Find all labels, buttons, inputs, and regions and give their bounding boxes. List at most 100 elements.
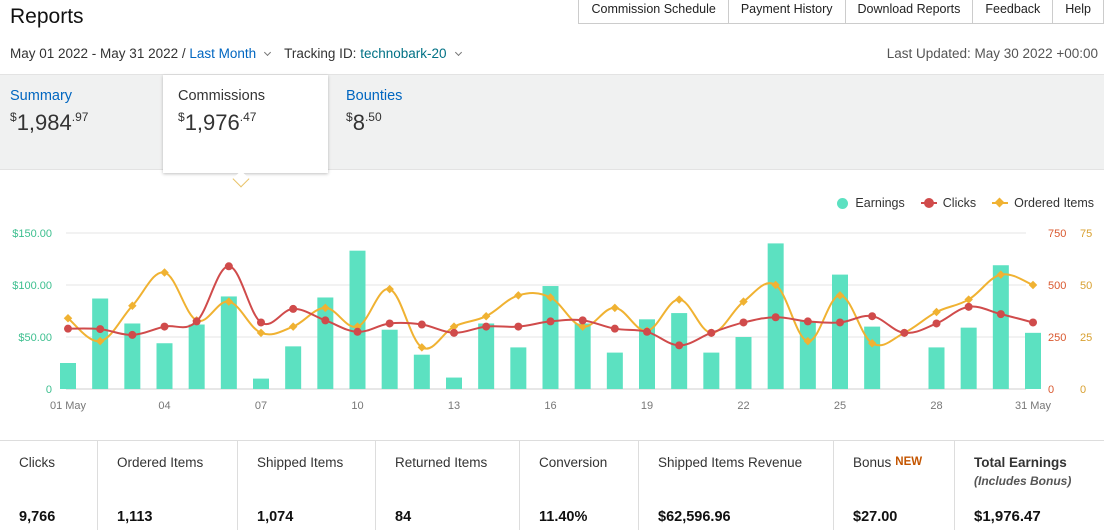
- stat-value: 9,766: [19, 509, 56, 525]
- tracking-id-dropdown[interactable]: technobark-20: [360, 46, 447, 61]
- earnings-bar: [381, 329, 398, 389]
- earnings-bar: [992, 265, 1009, 389]
- y-right-items-tick-label: 25: [1080, 332, 1092, 344]
- earnings-bar: [864, 326, 881, 389]
- nav-commission-schedule[interactable]: Commission Schedule: [578, 0, 729, 24]
- earnings-bar: [735, 337, 752, 389]
- x-tick-label: 22: [737, 400, 749, 412]
- clicks-point: [771, 313, 780, 322]
- earnings-bar: [960, 327, 977, 389]
- x-tick-label: 25: [834, 400, 846, 412]
- earnings-bar: [253, 378, 269, 389]
- nav-payment-history[interactable]: Payment History: [727, 0, 846, 24]
- clicks-point: [868, 312, 877, 321]
- earnings-chart[interactable]: 0 0 0 $50.00 250 25 $100.00 500 50 $150.00 750 75 01…: [0, 220, 1104, 420]
- ordered-items-point: [128, 301, 137, 311]
- tab-summary[interactable]: Summary $1,984.97: [0, 75, 163, 170]
- stat-value: 1,113: [117, 509, 153, 525]
- ordered-items-point: [63, 314, 73, 323]
- tracking-id-label: Tracking ID:: [284, 46, 357, 61]
- earnings-bar: [60, 363, 76, 389]
- clicks-point: [996, 310, 1005, 319]
- x-tick-label: 04: [158, 400, 170, 412]
- x-tick-label: 13: [448, 400, 460, 412]
- earnings-bar: [606, 352, 623, 389]
- nav-help[interactable]: Help: [1052, 0, 1104, 24]
- y-right-clicks-tick-label: 500: [1048, 280, 1066, 292]
- stat-value: 84: [395, 509, 412, 525]
- stat-shipped-revenue: Shipped Items Revenue $62,596.96: [639, 441, 834, 530]
- clicks-point: [417, 320, 426, 329]
- stat-ordered-items: Ordered Items 1,113: [98, 441, 238, 530]
- stat-label: Clicks: [19, 455, 55, 470]
- chevron-down-icon[interactable]: [264, 48, 272, 56]
- clicks-point: [450, 328, 458, 337]
- earnings-bar: [639, 319, 655, 389]
- clicks-point: [64, 324, 72, 333]
- clicks-point: [224, 262, 233, 271]
- y-right-items-tick-label: 0: [1080, 384, 1086, 396]
- chart-legend: Earnings Clicks Ordered Items: [821, 196, 1094, 210]
- legend-clicks[interactable]: Clicks: [920, 196, 977, 210]
- earnings-bar: [671, 313, 688, 389]
- clicks-point: [739, 318, 748, 327]
- clicks-point: [900, 328, 909, 337]
- ordered-items-point: [95, 336, 105, 346]
- clicks-point: [643, 327, 651, 336]
- tab-summary-amount: $1,984.97: [10, 110, 89, 135]
- earnings-bar: [156, 343, 173, 389]
- earnings-bar: [220, 296, 237, 389]
- stat-shipped-items: Shipped Items 1,074: [238, 441, 376, 530]
- nav-download-reports[interactable]: Download Reports: [844, 0, 974, 24]
- stat-clicks: Clicks 9,766: [0, 441, 98, 530]
- stat-label: Bonus NEW: [853, 455, 923, 470]
- ordered-items-point: [256, 328, 266, 338]
- y-right-clicks-tick-label: 750: [1048, 228, 1066, 240]
- date-range-dropdown[interactable]: Last Month: [189, 46, 257, 61]
- ordered-items-point: [932, 307, 941, 317]
- y-left-tick-label: 0: [46, 384, 52, 396]
- stat-label: Shipped Items Revenue: [658, 455, 803, 470]
- earnings-bar: [574, 323, 591, 389]
- legend-earnings-label: Earnings: [855, 196, 905, 210]
- clicks-point: [257, 318, 265, 327]
- y-right-clicks-tick-label: 250: [1048, 332, 1066, 344]
- clicks-point: [610, 324, 619, 333]
- stat-bonus: Bonus NEW $27.00: [834, 441, 955, 530]
- tab-bounties[interactable]: Bounties $8.50: [336, 75, 496, 170]
- legend-earnings[interactable]: Earnings: [837, 196, 905, 210]
- nav-feedback[interactable]: Feedback: [972, 0, 1054, 24]
- tab-summary-label: Summary: [10, 88, 73, 104]
- chevron-down-icon[interactable]: [454, 48, 462, 56]
- clicks-point: [836, 318, 844, 327]
- stat-value: $62,596.96: [658, 509, 731, 525]
- x-tick-label: 19: [641, 400, 653, 412]
- stat-value: 1,074: [257, 509, 294, 525]
- x-tick-label: 07: [255, 400, 267, 412]
- earnings-bar: [446, 377, 462, 389]
- clicks-point: [1029, 318, 1037, 327]
- stat-value: 11.40%: [539, 509, 588, 525]
- clicks-point: [160, 322, 169, 331]
- clicks-point: [932, 319, 941, 328]
- earnings-bar: [542, 286, 559, 389]
- clicks-point: [578, 316, 587, 325]
- tab-bounties-label: Bounties: [346, 88, 403, 104]
- stat-total-earnings: Total Earnings (Includes Bonus) $1,976.4…: [955, 441, 1104, 530]
- earnings-swatch-icon: [837, 197, 849, 209]
- ordered-items-point: [964, 295, 973, 304]
- stat-returned-items: Returned Items 84: [376, 441, 520, 530]
- clicks-point: [385, 319, 394, 328]
- ordered-items-point: [610, 303, 620, 313]
- tab-commissions[interactable]: Commissions $1,976.47: [163, 75, 328, 173]
- stat-label: Total Earnings: [974, 455, 1067, 470]
- tab-commissions-amount: $1,976.47: [178, 110, 257, 135]
- clicks-point: [707, 328, 716, 337]
- clicks-point: [803, 317, 812, 326]
- earnings-bar: [832, 274, 848, 389]
- earnings-bar: [928, 347, 945, 389]
- stat-value: $1,976.47: [974, 508, 1041, 525]
- legend-clicks-label: Clicks: [942, 196, 977, 210]
- legend-ordered-items[interactable]: Ordered Items: [992, 196, 1094, 210]
- filter-bar: May 01 2022 - May 31 2022 / Last Month T…: [10, 46, 475, 61]
